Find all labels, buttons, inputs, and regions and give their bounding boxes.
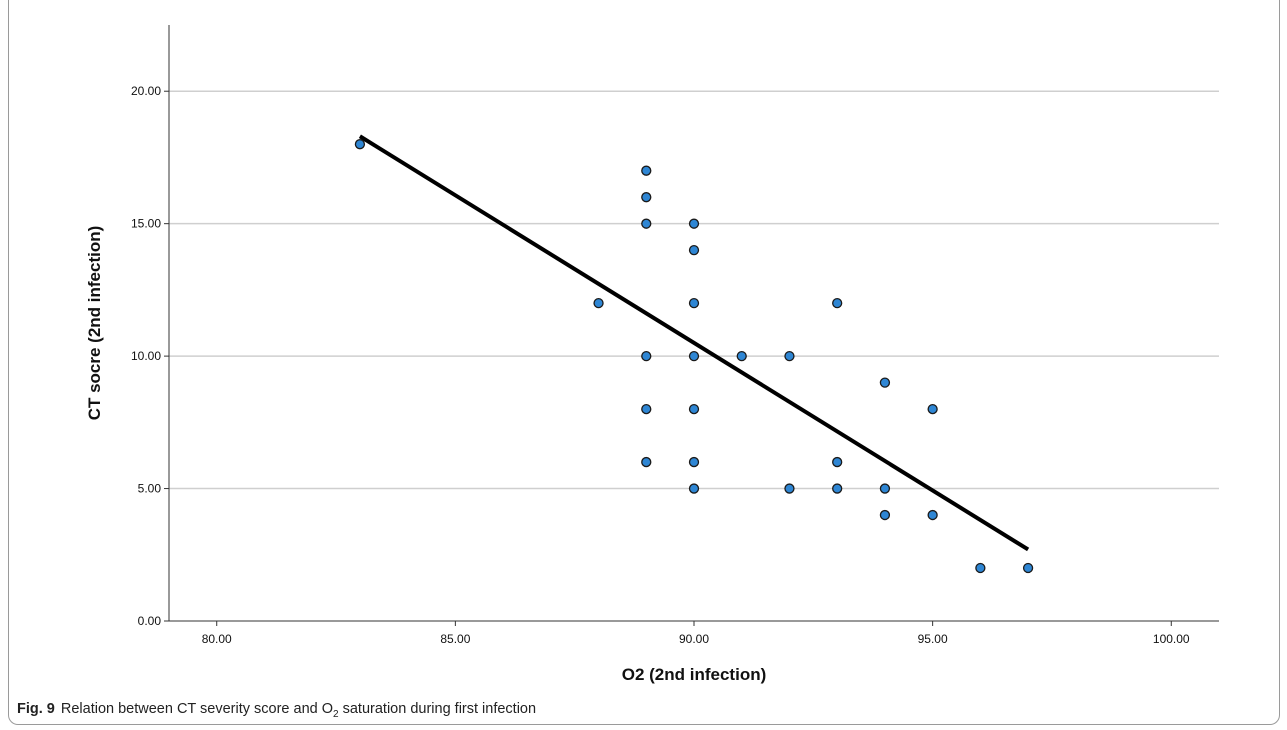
y-tick-label: 15.00 xyxy=(131,217,161,231)
y-tick-labels: 0.00 5.00 10.00 15.00 20.00 xyxy=(131,84,169,628)
caption-text-before: Relation between CT severity score and O xyxy=(60,701,334,717)
figure-frame xyxy=(8,0,1280,725)
y-tick-label: 0.00 xyxy=(138,614,162,628)
regression-line xyxy=(358,134,1030,552)
grid-lines xyxy=(169,90,1219,490)
data-point xyxy=(784,350,795,362)
x-tick-labels: 80.00 85.00 90.00 95.00 100.00 xyxy=(202,621,1190,646)
figure-label: Fig. 9 xyxy=(17,701,55,717)
y-tick-label: 10.00 xyxy=(131,349,161,363)
figure-caption: Fig. 9 Relation between CT severity score… xyxy=(17,701,536,720)
data-point xyxy=(1022,562,1034,574)
data-point xyxy=(736,350,747,362)
data-point xyxy=(688,297,700,309)
data-point xyxy=(879,377,891,388)
x-tick-label: 95.00 xyxy=(918,632,948,646)
data-point xyxy=(975,562,986,574)
data-point xyxy=(354,139,366,150)
data-point xyxy=(593,297,604,309)
data-point xyxy=(784,483,795,494)
x-tick-label: 85.00 xyxy=(440,632,470,646)
data-point xyxy=(688,483,700,494)
scatter-chart: 80.00 85.00 90.00 95.00 100.00 0.00 5.00 10.00… xyxy=(85,25,1219,684)
data-point xyxy=(832,483,843,494)
data-point xyxy=(641,403,652,415)
x-tick-label: 100.00 xyxy=(1153,632,1190,646)
data-point xyxy=(641,192,652,203)
y-tick-label: 20.00 xyxy=(131,84,161,98)
caption-subscript: 2 xyxy=(333,708,339,720)
data-point xyxy=(927,509,938,521)
caption-text-after: saturation during first infection xyxy=(338,701,537,717)
data-point xyxy=(688,218,700,229)
data-point xyxy=(879,483,891,494)
data-point xyxy=(879,509,891,521)
y-axis-title: CT socre (2nd infection) xyxy=(85,226,104,421)
x-axis-title: O2 (2nd infection) xyxy=(622,665,767,684)
data-points xyxy=(354,139,1034,574)
x-tick-label: 90.00 xyxy=(679,632,709,646)
data-point xyxy=(641,456,652,468)
data-point xyxy=(832,456,843,468)
data-point xyxy=(688,350,700,362)
x-tick-label: 80.00 xyxy=(202,632,232,646)
data-point xyxy=(927,403,938,415)
data-point xyxy=(688,456,700,468)
data-point xyxy=(641,350,652,362)
y-tick-label: 5.00 xyxy=(138,482,162,496)
data-point xyxy=(641,165,652,176)
data-point xyxy=(688,403,700,415)
data-point xyxy=(832,297,843,309)
data-point xyxy=(641,218,652,229)
data-point xyxy=(688,245,700,256)
